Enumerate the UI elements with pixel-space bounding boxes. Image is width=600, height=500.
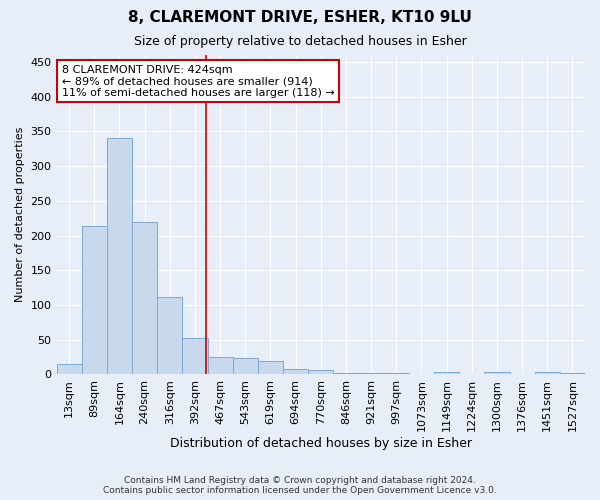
Bar [233, 358, 258, 374]
Bar [157, 296, 182, 374]
Bar [359, 373, 383, 374]
Bar [82, 226, 107, 374]
Bar [308, 370, 334, 374]
Bar [182, 338, 208, 374]
X-axis label: Distribution of detached houses by size in Esher: Distribution of detached houses by size … [170, 437, 472, 450]
Bar [132, 222, 157, 374]
Bar [107, 138, 132, 374]
Bar [208, 357, 233, 374]
Text: 8, CLAREMONT DRIVE, ESHER, KT10 9LU: 8, CLAREMONT DRIVE, ESHER, KT10 9LU [128, 10, 472, 25]
Bar [383, 373, 409, 374]
Y-axis label: Number of detached properties: Number of detached properties [15, 127, 25, 302]
Bar [560, 373, 585, 374]
Text: 8 CLAREMONT DRIVE: 424sqm
← 89% of detached houses are smaller (914)
11% of semi: 8 CLAREMONT DRIVE: 424sqm ← 89% of detac… [62, 64, 335, 98]
Bar [258, 362, 283, 374]
Bar [484, 372, 509, 374]
Bar [535, 372, 560, 374]
Bar [56, 364, 82, 374]
Bar [283, 369, 308, 374]
Text: Size of property relative to detached houses in Esher: Size of property relative to detached ho… [134, 35, 466, 48]
Bar [434, 372, 459, 374]
Bar [334, 373, 359, 374]
Text: Contains HM Land Registry data © Crown copyright and database right 2024.
Contai: Contains HM Land Registry data © Crown c… [103, 476, 497, 495]
